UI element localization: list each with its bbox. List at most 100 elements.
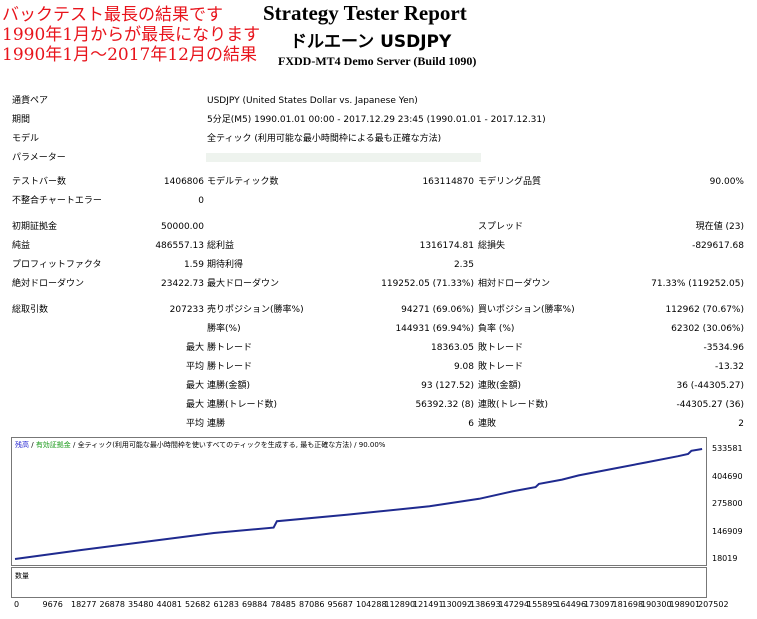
consec-win-count-label: 連勝(トレード数) — [207, 400, 278, 410]
legend-balance: 残高 — [15, 441, 29, 449]
model-label: モデル — [12, 134, 40, 144]
abs-drawdown-label: 絶対ドローダウン — [12, 279, 85, 289]
balance-line — [14, 448, 703, 560]
x-tick-label: 138693 — [470, 600, 501, 609]
x-tick-label: 147294 — [498, 600, 530, 609]
avg-loss-label: 敗トレード — [478, 362, 524, 372]
period-label: 期間 — [12, 115, 31, 125]
annotation-line-1: バックテスト最長の結果です — [2, 5, 223, 25]
legend-equity: 有効証拠金 — [35, 441, 71, 449]
consec-loss-value: 2 — [738, 419, 744, 429]
abs-drawdown-value: 23422.73 — [161, 279, 204, 289]
bars-label: テストバー数 — [12, 177, 67, 187]
long-positions-value: 112962 (70.67%) — [665, 305, 744, 315]
total-trades-label: 総取引数 — [12, 305, 49, 315]
spread-label: スプレッド — [478, 222, 524, 232]
x-tick-label: 181698 — [612, 600, 644, 609]
annotation-line-2: 1990年1月からが最長になります — [2, 25, 261, 45]
x-tick-label: 9676 — [42, 600, 63, 609]
x-tick-label: 35480 — [128, 600, 154, 609]
x-tick-label: 69884 — [242, 600, 268, 609]
consec-loss-amount-value: 36 (-44305.27) — [676, 381, 744, 391]
x-axis-ticks: 0 9676 18277 26878 35480 44081 52682 61283 69884… — [11, 600, 751, 612]
bars-value: 1406806 — [163, 177, 204, 187]
params-value — [206, 153, 481, 162]
max-label-1: 最大 — [185, 343, 204, 353]
x-tick-label: 164496 — [555, 600, 587, 609]
y-tick-label: 533581 — [712, 444, 743, 453]
x-tick-label: 61283 — [213, 600, 239, 609]
server-name: FXDD-MT4 Demo Server (Build 1090) — [278, 54, 477, 68]
consec-loss-count-label: 連敗(トレード数) — [478, 400, 549, 410]
x-tick-label: 190300 — [641, 600, 672, 609]
y-tick-label: 404690 — [712, 471, 743, 481]
max-label-2: 最大 — [185, 381, 204, 391]
x-tick-label: 104288 — [356, 600, 387, 609]
consec-win-label: 連勝 — [207, 419, 226, 429]
avg-loss-value: -13.32 — [714, 362, 744, 372]
mismatch-value: 0 — [198, 196, 204, 206]
loss-rate-value: 62302 (30.06%) — [671, 324, 744, 334]
consec-loss-count-value: -44305.27 (36) — [676, 400, 744, 410]
x-tick-label: 18277 — [71, 600, 97, 609]
expected-payoff-value: 2.35 — [453, 260, 474, 270]
max-win-label: 勝トレード — [207, 343, 253, 353]
rel-drawdown-label: 相対ドローダウン — [478, 279, 551, 289]
rel-drawdown-value: 71.33% (119252.05) — [651, 279, 744, 289]
y-tick-label: 18019 — [712, 554, 738, 563]
x-tick-label: 78485 — [270, 600, 296, 609]
avg-win-value: 9.08 — [453, 362, 474, 372]
model-value: 全ティック (利用可能な最小時間枠による最も正確な方法) — [207, 134, 442, 144]
period-value: 5分足(M5) 1990.01.01 00:00 - 2017.12.29 23… — [207, 115, 546, 125]
balance-chart — [11, 437, 707, 566]
legend-sep-2: / — [70, 441, 78, 449]
quality-label: モデリング品質 — [478, 177, 542, 187]
y-tick-label: 146909 — [712, 526, 743, 536]
loss-rate-label: 負率 (%) — [478, 324, 515, 334]
legend-description: 全ティック(利用可能な最小時間枠を使いすべてのティックを生成する, 最も正確な方… — [77, 441, 386, 449]
x-tick-label: 173097 — [584, 600, 615, 609]
max-loss-value: -3534.96 — [703, 343, 744, 353]
x-tick-label: 52682 — [185, 600, 211, 609]
gross-profit-label: 総利益 — [207, 241, 235, 251]
x-tick-label: 44081 — [156, 600, 182, 609]
legend-sep-1: / — [29, 441, 36, 449]
avg-label-1: 平均 — [185, 362, 204, 372]
gross-profit-value: 1316174.81 — [419, 241, 474, 251]
total-trades-value: 207233 — [169, 305, 204, 315]
symbol-value: USDJPY (United States Dollar vs. Japanes… — [207, 96, 418, 106]
mismatch-label: 不整合チャートエラー — [12, 196, 102, 206]
x-tick-label: 87086 — [299, 600, 325, 609]
consec-win-count-value: 56392.32 (8) — [415, 400, 474, 410]
max-drawdown-label: 最大ドローダウン — [207, 279, 280, 289]
win-rate-value: 144931 (69.94%) — [395, 324, 474, 334]
x-tick-label: 130092 — [441, 600, 473, 609]
balance-chart-svg — [14, 448, 703, 560]
volume-label: 数量 — [15, 572, 29, 580]
long-positions-label: 買いポジション(勝率%) — [478, 305, 575, 315]
deposit-value: 50000.00 — [161, 222, 204, 232]
deposit-label: 初期証拠金 — [12, 222, 58, 232]
x-tick-label: 155895 — [527, 600, 558, 609]
max-win-value: 18363.05 — [431, 343, 474, 353]
x-tick-label: 207502 — [698, 600, 729, 609]
report-subtitle: ドルエーン USDJPY — [290, 32, 452, 52]
gross-loss-value: -829617.68 — [692, 241, 744, 251]
ticks-value: 163114870 — [422, 177, 474, 187]
x-tick-label: 26878 — [99, 600, 125, 609]
short-positions-value: 94271 (69.06%) — [401, 305, 474, 315]
chart-legend: 残高 / 有効証拠金 / 全ティック(利用可能な最小時間枠を使いすべてのティック… — [15, 440, 385, 450]
max-label-3: 最大 — [185, 400, 204, 410]
consec-win-amount-value: 93 (127.52) — [421, 381, 474, 391]
avg-win-label: 勝トレード — [207, 362, 253, 372]
annotation-line-3: 1990年1月～2017年12月の結果 — [2, 45, 257, 65]
spread-value: 現在値 (23) — [695, 222, 744, 232]
net-profit-label: 純益 — [12, 241, 31, 251]
consec-loss-label: 連敗 — [478, 419, 497, 429]
avg-label-2: 平均 — [185, 419, 204, 429]
x-tick-label: 121491 — [413, 600, 444, 609]
short-positions-label: 売りポジション(勝率%) — [207, 305, 304, 315]
report-title: Strategy Tester Report — [263, 1, 467, 25]
expected-payoff-label: 期待利得 — [207, 260, 244, 270]
gross-loss-label: 総損失 — [478, 241, 506, 251]
